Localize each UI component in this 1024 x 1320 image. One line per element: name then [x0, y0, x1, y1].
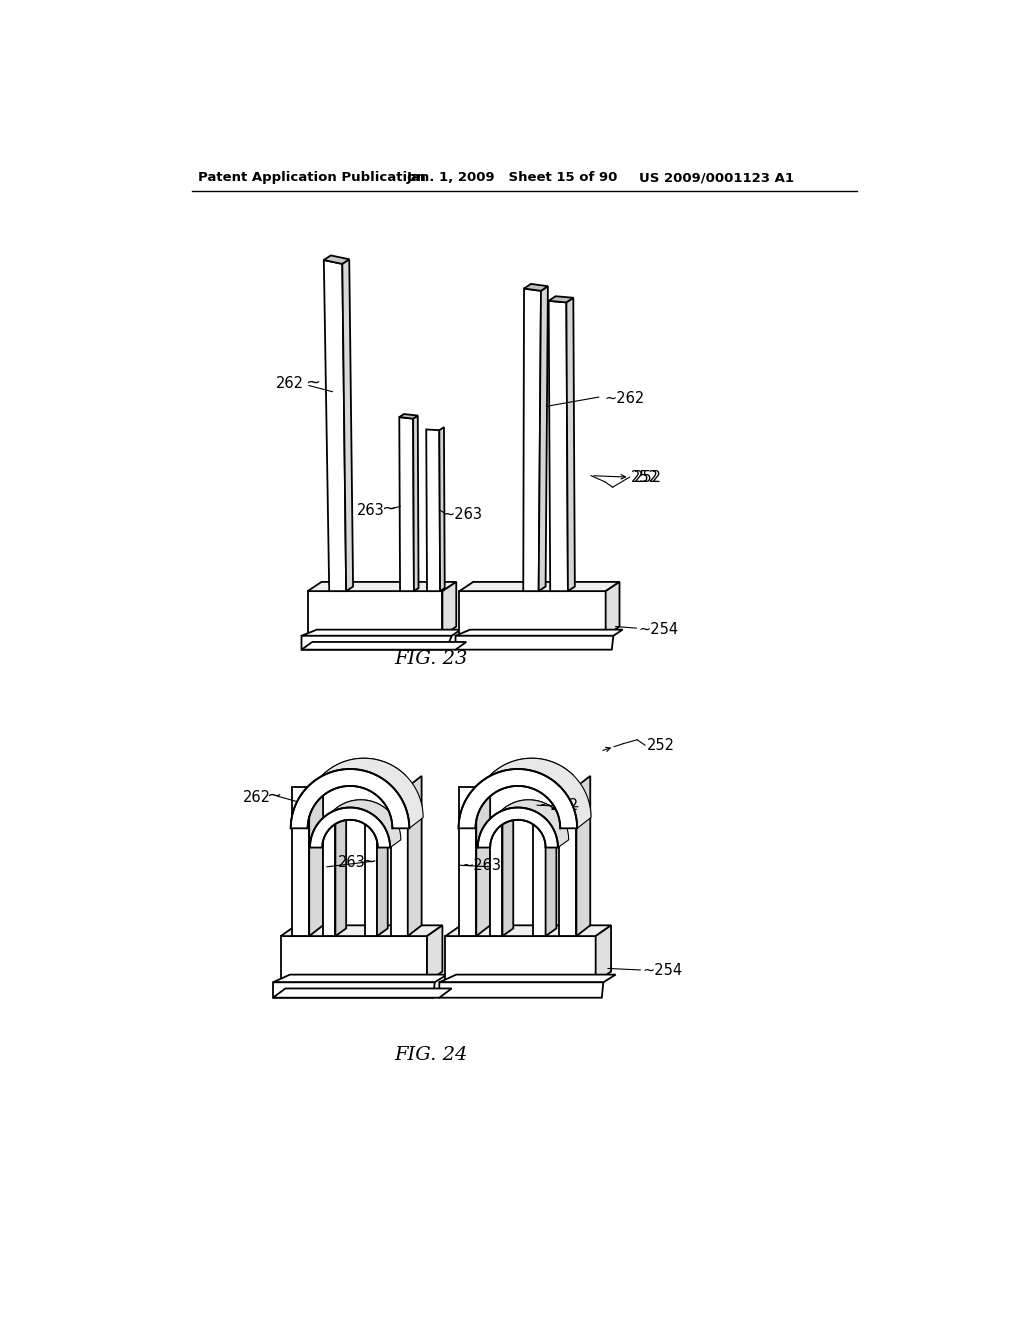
- Polygon shape: [534, 821, 546, 936]
- Polygon shape: [273, 982, 435, 998]
- Polygon shape: [478, 808, 558, 847]
- Polygon shape: [307, 582, 457, 591]
- Text: 262: 262: [243, 789, 270, 805]
- Polygon shape: [342, 259, 353, 591]
- Polygon shape: [310, 808, 390, 847]
- Text: FIG. 23: FIG. 23: [394, 649, 468, 668]
- Polygon shape: [291, 770, 410, 829]
- Polygon shape: [549, 301, 568, 591]
- Polygon shape: [439, 982, 603, 998]
- Polygon shape: [408, 776, 422, 936]
- Polygon shape: [310, 800, 400, 847]
- Polygon shape: [478, 800, 568, 847]
- Polygon shape: [456, 636, 613, 649]
- Polygon shape: [324, 260, 346, 591]
- Text: ~254: ~254: [639, 622, 679, 638]
- Polygon shape: [566, 298, 574, 591]
- Polygon shape: [577, 776, 590, 936]
- Polygon shape: [445, 925, 611, 936]
- Polygon shape: [309, 776, 323, 936]
- Polygon shape: [323, 821, 336, 936]
- Polygon shape: [399, 414, 418, 418]
- Polygon shape: [442, 582, 457, 636]
- Polygon shape: [546, 813, 556, 936]
- Polygon shape: [445, 936, 596, 982]
- Polygon shape: [596, 925, 611, 982]
- Polygon shape: [524, 284, 548, 290]
- Text: 252: 252: [646, 738, 675, 752]
- Polygon shape: [439, 974, 615, 982]
- Text: ~: ~: [266, 787, 282, 805]
- Polygon shape: [559, 787, 577, 936]
- Polygon shape: [549, 296, 573, 302]
- Text: ~: ~: [360, 853, 376, 870]
- Polygon shape: [377, 813, 388, 936]
- Polygon shape: [413, 416, 419, 591]
- Text: 263: 263: [338, 855, 366, 870]
- Polygon shape: [291, 758, 423, 829]
- Text: ~: ~: [305, 374, 319, 392]
- Text: Jan. 1, 2009   Sheet 15 of 90: Jan. 1, 2009 Sheet 15 of 90: [407, 172, 617, 185]
- Polygon shape: [281, 925, 442, 936]
- Polygon shape: [307, 591, 442, 636]
- Text: ~262: ~262: [539, 797, 579, 813]
- Text: US 2009/0001123 A1: US 2009/0001123 A1: [639, 172, 794, 185]
- Polygon shape: [460, 591, 605, 636]
- Text: 262: 262: [275, 376, 304, 391]
- Polygon shape: [301, 636, 452, 649]
- Polygon shape: [301, 630, 461, 636]
- Text: ~263: ~263: [462, 858, 502, 873]
- Text: FIG. 24: FIG. 24: [394, 1047, 468, 1064]
- Text: 252: 252: [631, 470, 659, 484]
- Polygon shape: [324, 256, 349, 264]
- Text: ~263: ~263: [442, 507, 482, 521]
- Polygon shape: [399, 417, 414, 591]
- Polygon shape: [605, 582, 620, 636]
- Text: ~254: ~254: [643, 964, 683, 978]
- Polygon shape: [273, 989, 452, 998]
- Text: ~262: ~262: [604, 391, 644, 407]
- Polygon shape: [426, 429, 440, 591]
- Polygon shape: [476, 776, 490, 936]
- Polygon shape: [365, 821, 377, 936]
- Polygon shape: [459, 758, 591, 829]
- Polygon shape: [427, 925, 442, 982]
- Polygon shape: [456, 630, 623, 636]
- Polygon shape: [281, 936, 427, 982]
- Polygon shape: [301, 642, 466, 649]
- Polygon shape: [523, 289, 541, 591]
- Text: Patent Application Publication: Patent Application Publication: [199, 172, 426, 185]
- Polygon shape: [292, 787, 309, 936]
- Text: 263: 263: [357, 503, 385, 517]
- Text: 252: 252: [634, 470, 663, 484]
- Polygon shape: [460, 582, 620, 591]
- Polygon shape: [336, 813, 346, 936]
- Polygon shape: [460, 787, 476, 936]
- Polygon shape: [539, 286, 548, 591]
- Polygon shape: [490, 821, 503, 936]
- Polygon shape: [391, 787, 408, 936]
- Polygon shape: [503, 813, 513, 936]
- Polygon shape: [439, 428, 444, 591]
- Text: ~: ~: [381, 500, 396, 517]
- Polygon shape: [273, 974, 447, 982]
- Polygon shape: [459, 770, 578, 829]
